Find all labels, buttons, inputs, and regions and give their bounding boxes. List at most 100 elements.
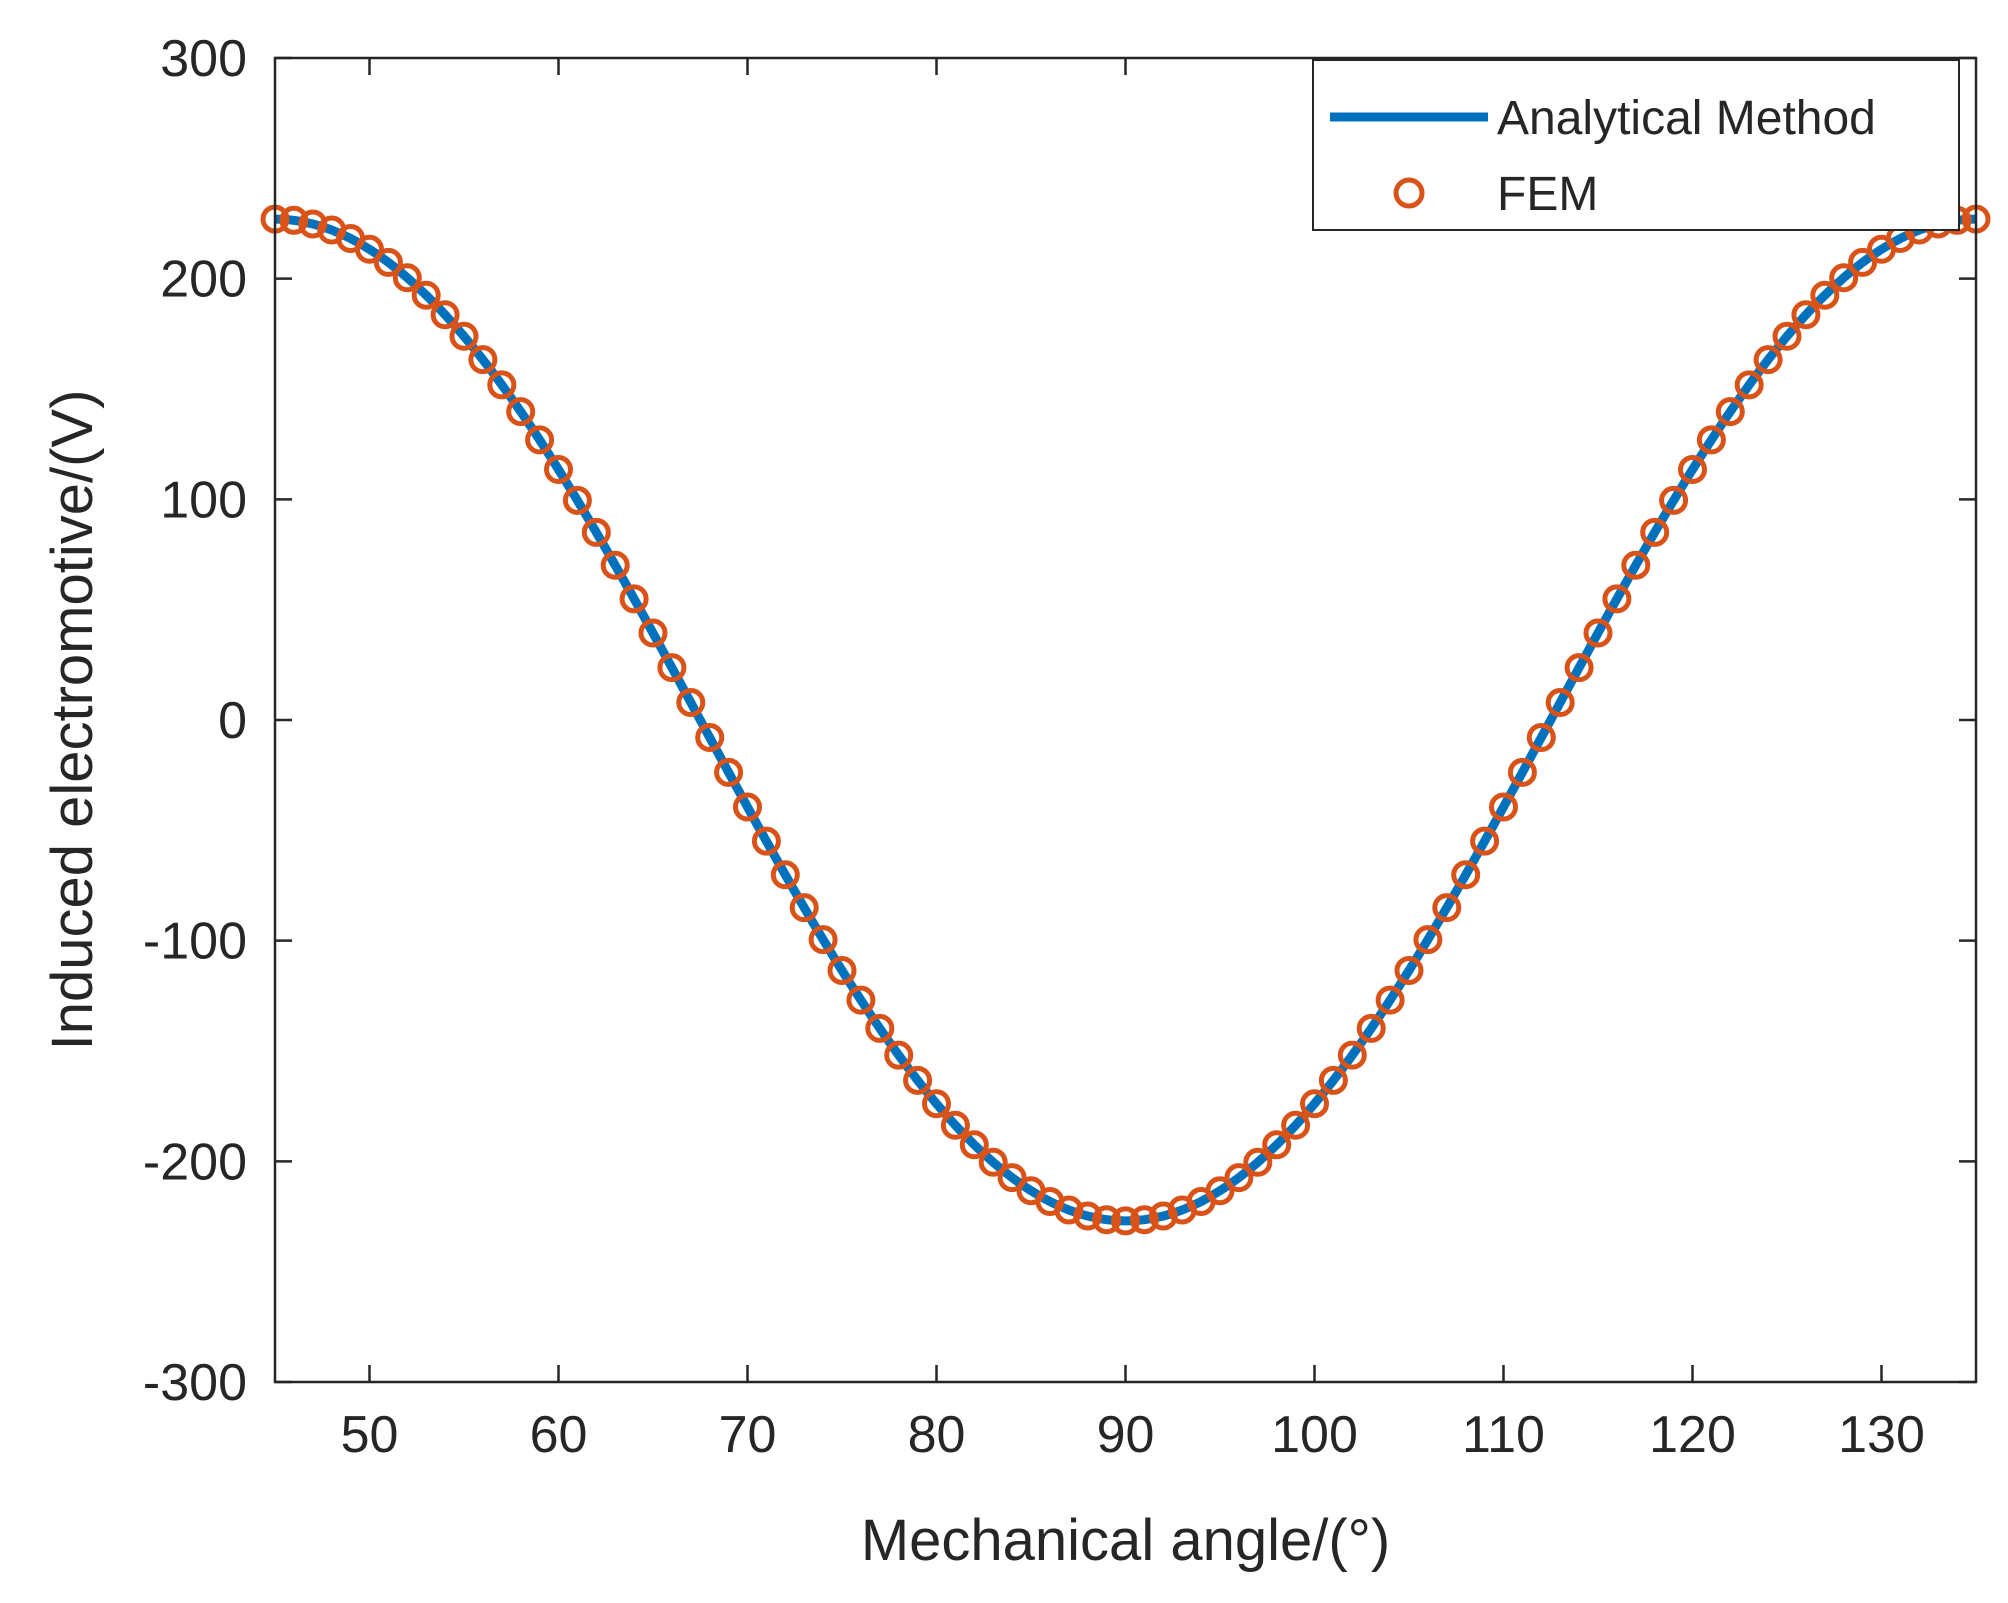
y-tick-label-100: 100	[160, 471, 247, 529]
fem-marker-38	[978, 1147, 1008, 1177]
x-tick-label-50: 50	[341, 1406, 399, 1464]
y-axis-label: Induced electromotive/(V)	[40, 390, 105, 1051]
fem-marker-76	[1696, 425, 1726, 455]
fem-marker-33	[884, 1040, 914, 1070]
fem-marker-78	[1734, 370, 1764, 400]
fem-marker-67	[1526, 722, 1556, 752]
series-line-analytical	[274, 214, 1977, 1226]
fem-marker-69	[1564, 653, 1594, 683]
axes-layer: 50 60 70 80 90 100 110 120 130 -300 -200 -100 0 100 20…	[143, 30, 1976, 1464]
fem-marker-51	[1224, 1163, 1254, 1193]
fem-marker-25	[733, 792, 762, 822]
x-tick-label-60: 60	[530, 1406, 588, 1464]
fem-marker-77	[1715, 397, 1745, 427]
fem-marker-28	[789, 893, 819, 923]
fem-marker-39	[997, 1163, 1027, 1193]
fem-marker-27	[770, 860, 800, 890]
fem-marker-30	[827, 955, 857, 985]
fem-marker-16	[562, 485, 592, 515]
fem-marker-21	[657, 653, 687, 683]
x-axis-label: Mechanical angle/(°)	[861, 1508, 1390, 1573]
fem-marker-36	[940, 1110, 970, 1140]
fem-marker-81	[1791, 300, 1821, 330]
fem-marker-68	[1545, 688, 1575, 718]
legend-label-fem: FEM	[1497, 168, 1598, 221]
fem-marker-22	[676, 688, 706, 718]
fem-marker-59	[1375, 985, 1405, 1015]
x-tick-label-100: 100	[1271, 1406, 1358, 1464]
legend-marker-sample	[1393, 177, 1425, 209]
legend-label-analytical: Analytical Method	[1497, 92, 1876, 145]
y-tick-label-300: 300	[160, 30, 247, 88]
fem-marker-6	[373, 247, 403, 277]
y-tick-label-0: 0	[218, 692, 247, 750]
x-tick-label-110: 110	[1462, 1406, 1545, 1464]
fem-marker-26	[751, 826, 781, 856]
fem-marker-71	[1602, 584, 1632, 614]
fem-marker-53	[1262, 1130, 1292, 1160]
fem-marker-12	[487, 370, 517, 400]
fem-marker-75	[1678, 455, 1707, 485]
fem-marker-56	[1318, 1065, 1348, 1095]
fem-marker-84	[1848, 247, 1878, 277]
fem-marker-58	[1356, 1013, 1386, 1043]
y-tick-label--100: -100	[143, 913, 247, 971]
fem-marker-24	[714, 757, 744, 787]
x-tick-label-80: 80	[908, 1406, 966, 1464]
x-tick-label-90: 90	[1097, 1406, 1155, 1464]
fem-marker-32	[865, 1013, 895, 1043]
fem-marker-74	[1659, 485, 1689, 515]
legend: Analytical Method FEM	[1312, 59, 1960, 231]
x-tick-label-70: 70	[719, 1406, 777, 1464]
fem-marker-17	[581, 517, 611, 547]
fem-marker-64	[1470, 826, 1500, 856]
x-tick-label-120: 120	[1649, 1406, 1736, 1464]
fem-marker-5	[355, 234, 384, 264]
fem-marker-65	[1489, 792, 1518, 822]
fem-marker-45	[1111, 1206, 1140, 1236]
fem-marker-80	[1772, 321, 1802, 351]
fem-marker-73	[1640, 517, 1670, 547]
fem-marker-57	[1337, 1040, 1367, 1070]
fem-marker-8	[411, 280, 441, 310]
x-tick-label-130: 130	[1838, 1406, 1925, 1464]
fem-marker-70	[1583, 618, 1613, 648]
fem-marker-60	[1394, 955, 1424, 985]
y-tick-label-200: 200	[160, 251, 247, 309]
fem-marker-1	[279, 205, 309, 235]
fem-marker-20	[638, 618, 668, 648]
fem-marker-63	[1451, 860, 1481, 890]
fem-marker-50	[1205, 1176, 1235, 1206]
fem-marker-43	[1073, 1201, 1103, 1231]
fem-marker-7	[392, 263, 422, 293]
fem-marker-66	[1507, 757, 1537, 787]
fem-marker-61	[1413, 925, 1443, 955]
fem-marker-52	[1243, 1147, 1273, 1177]
fem-marker-42	[1054, 1195, 1084, 1225]
y-tick-label--200: -200	[143, 1133, 247, 1191]
fem-marker-9	[430, 300, 460, 330]
fem-marker-18	[600, 550, 630, 580]
fem-marker-13	[506, 397, 536, 427]
fem-marker-46	[1129, 1205, 1159, 1235]
fem-marker-11	[468, 345, 498, 375]
fem-marker-62	[1432, 893, 1462, 923]
fem-marker-15	[544, 455, 573, 485]
fem-marker-47	[1148, 1201, 1178, 1231]
fem-marker-37	[959, 1130, 989, 1160]
fem-marker-82	[1810, 280, 1840, 310]
fem-marker-83	[1829, 263, 1859, 293]
fem-marker-10	[449, 321, 479, 351]
fem-marker-72	[1621, 550, 1651, 580]
fem-marker-34	[903, 1065, 933, 1095]
fem-marker-79	[1753, 345, 1783, 375]
fem-marker-35	[922, 1089, 951, 1119]
fem-marker-14	[525, 425, 555, 455]
fem-marker-19	[619, 584, 649, 614]
fem-marker-29	[808, 925, 838, 955]
fem-marker-2	[298, 209, 328, 239]
fem-marker-31	[846, 985, 876, 1015]
